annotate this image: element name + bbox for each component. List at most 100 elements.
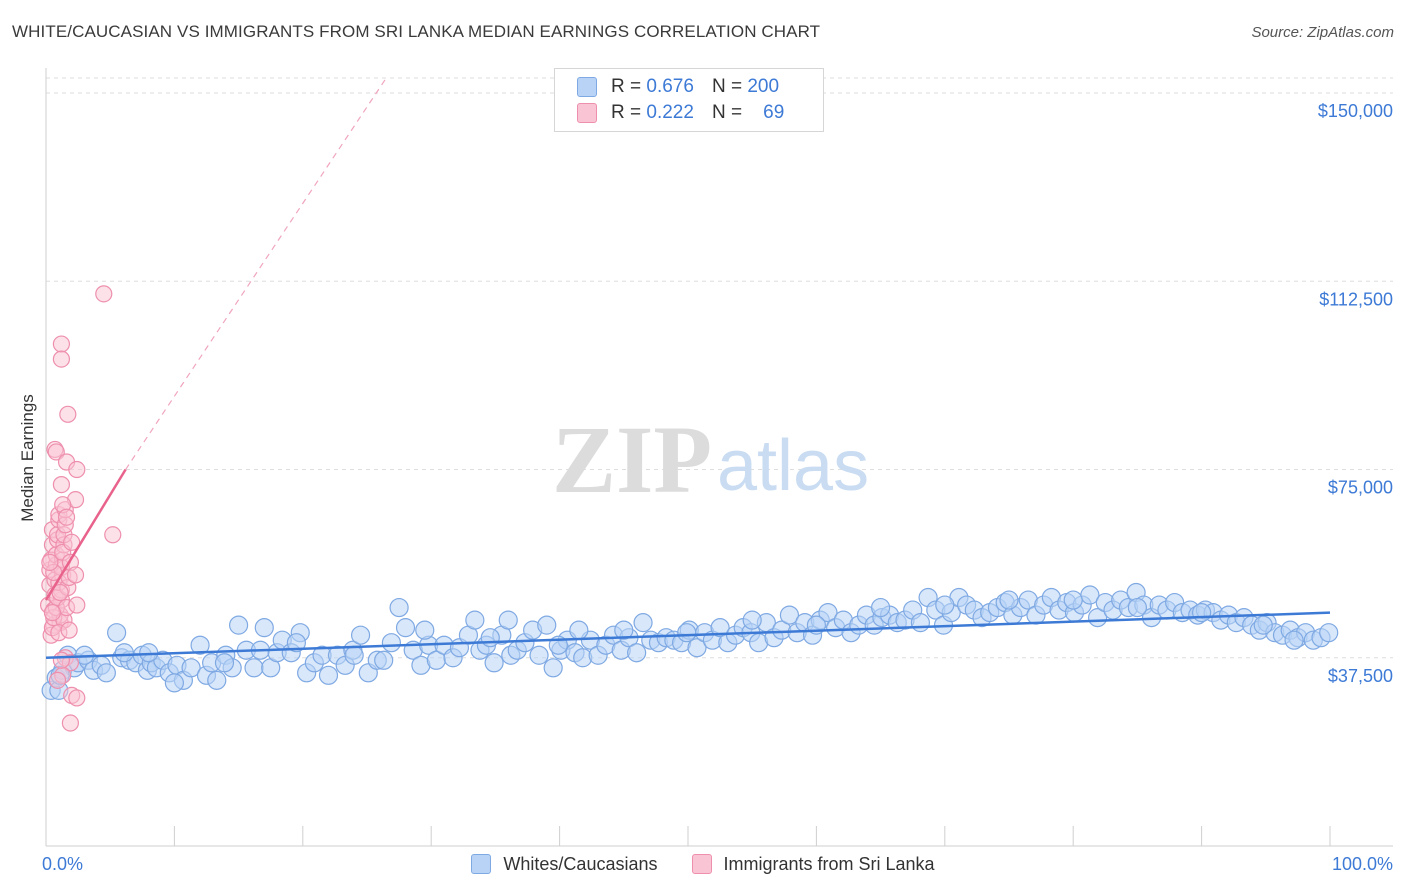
point-whites [742, 610, 762, 630]
point-whites [374, 650, 394, 670]
stats-n-label: N = [711, 102, 743, 123]
point-sri-lanka [68, 460, 86, 479]
point-whites [537, 615, 557, 635]
point-whites [569, 620, 589, 640]
y-tick-label: $150,000 [1318, 101, 1393, 121]
point-sri-lanka [52, 475, 71, 494]
legend: Whites/Caucasians Immigrants from Sri La… [0, 851, 1406, 877]
point-whites [214, 653, 235, 673]
point-whites [498, 610, 518, 630]
source-label[interactable]: Source: ZipAtlas.com [1251, 24, 1394, 41]
point-whites [687, 638, 707, 658]
stats-n-value: 200 [747, 76, 780, 97]
legend-item-sri-lanka[interactable]: Immigrants from Sri Lanka [691, 851, 935, 877]
watermark-atlas: atlas [717, 426, 869, 506]
point-whites [1284, 630, 1304, 650]
y-tick-label: $37,500 [1328, 666, 1393, 686]
watermark: ZIP atlas [552, 406, 869, 513]
axis-labels: $37,500 $75,000 $112,500 $150,000 0.0% 100.0%… [18, 101, 1393, 874]
stats-row-whites: R = 0.676 N = 200 [577, 75, 779, 99]
x-tick-label-max: 100.0% [1332, 854, 1393, 874]
y-tick-label: $112,500 [1319, 289, 1393, 309]
point-whites [318, 665, 339, 685]
point-whites [181, 658, 201, 678]
legend-swatch-whites [471, 854, 492, 874]
y-tick-label: $75,000 [1328, 478, 1393, 498]
trend-line-whites [45, 611, 1331, 660]
stats-r-label: R = [611, 76, 642, 97]
point-whites [350, 625, 371, 645]
point-whites [543, 658, 563, 678]
legend-swatch-sri-lanka [691, 854, 712, 874]
point-whites [818, 602, 838, 623]
point-whites [190, 635, 210, 655]
point-sri-lanka [47, 443, 65, 461]
point-whites [207, 670, 227, 690]
point-sri-lanka [52, 651, 71, 669]
stats-swatch-whites [577, 77, 597, 97]
stats-row-sri-lanka: R = 0.222 N = 69 [577, 101, 784, 125]
point-whites [164, 673, 184, 693]
point-whites [910, 613, 931, 633]
point-whites [1063, 590, 1083, 610]
point-whites [96, 663, 116, 683]
series-whites-points [41, 582, 1339, 700]
stats-n-label: N = [711, 76, 743, 97]
point-sri-lanka [63, 533, 81, 551]
stats-swatch-sri-lanka [577, 103, 597, 123]
point-whites [677, 623, 697, 643]
point-whites [627, 643, 647, 663]
legend-label-sri-lanka: Immigrants from Sri Lanka [723, 853, 935, 874]
point-whites [244, 658, 264, 678]
point-sri-lanka [60, 621, 78, 639]
point-whites [107, 623, 127, 643]
legend-label-whites: Whites/Caucasians [503, 853, 658, 874]
point-whites [935, 595, 955, 615]
point-whites [465, 610, 485, 630]
point-sri-lanka [52, 335, 71, 353]
legend-item-whites[interactable]: Whites/Caucasians [471, 851, 658, 877]
trend-line-sri-lanka [44, 468, 127, 601]
point-sri-lanka [41, 553, 59, 571]
point-whites [395, 618, 416, 638]
point-whites [529, 645, 549, 665]
point-whites [779, 605, 800, 625]
point-whites [484, 653, 504, 673]
point-sri-lanka [57, 508, 76, 526]
stats-r-label: R = [611, 102, 642, 123]
point-whites [999, 590, 1019, 610]
point-whites [114, 643, 134, 663]
point-whites [286, 633, 306, 653]
point-whites [415, 620, 435, 640]
point-whites [381, 633, 401, 653]
point-whites [480, 628, 500, 648]
point-sri-lanka [95, 285, 113, 303]
point-whites [1253, 615, 1273, 635]
point-whites [229, 615, 249, 635]
point-sri-lanka [104, 526, 122, 544]
point-sri-lanka [68, 596, 86, 614]
trend-lines [44, 77, 1331, 660]
chart-title: WHITE/CAUCASIAN VS IMMIGRANTS FROM SRI L… [12, 22, 821, 41]
point-sri-lanka [52, 350, 71, 368]
point-sri-lanka [66, 566, 85, 584]
stats-n-value: 69 [763, 102, 785, 123]
point-whites [870, 597, 891, 618]
point-whites [710, 618, 730, 638]
stats-r-value: 0.222 [646, 102, 694, 123]
point-whites [614, 620, 634, 640]
x-tick-label-min: 0.0% [42, 854, 83, 874]
point-sri-lanka [59, 405, 77, 423]
point-whites [1319, 623, 1339, 643]
point-sri-lanka [51, 583, 69, 602]
point-sri-lanka [61, 714, 79, 732]
point-whites [389, 597, 409, 618]
point-sri-lanka [43, 603, 62, 622]
stats-r-value: 0.676 [646, 76, 694, 97]
axes [45, 68, 1393, 847]
point-sri-lanka [68, 689, 86, 707]
point-sri-lanka [48, 671, 67, 689]
y-axis-title: Median Earnings [18, 394, 37, 522]
trend-line-sri-lanka-extension [125, 77, 387, 470]
